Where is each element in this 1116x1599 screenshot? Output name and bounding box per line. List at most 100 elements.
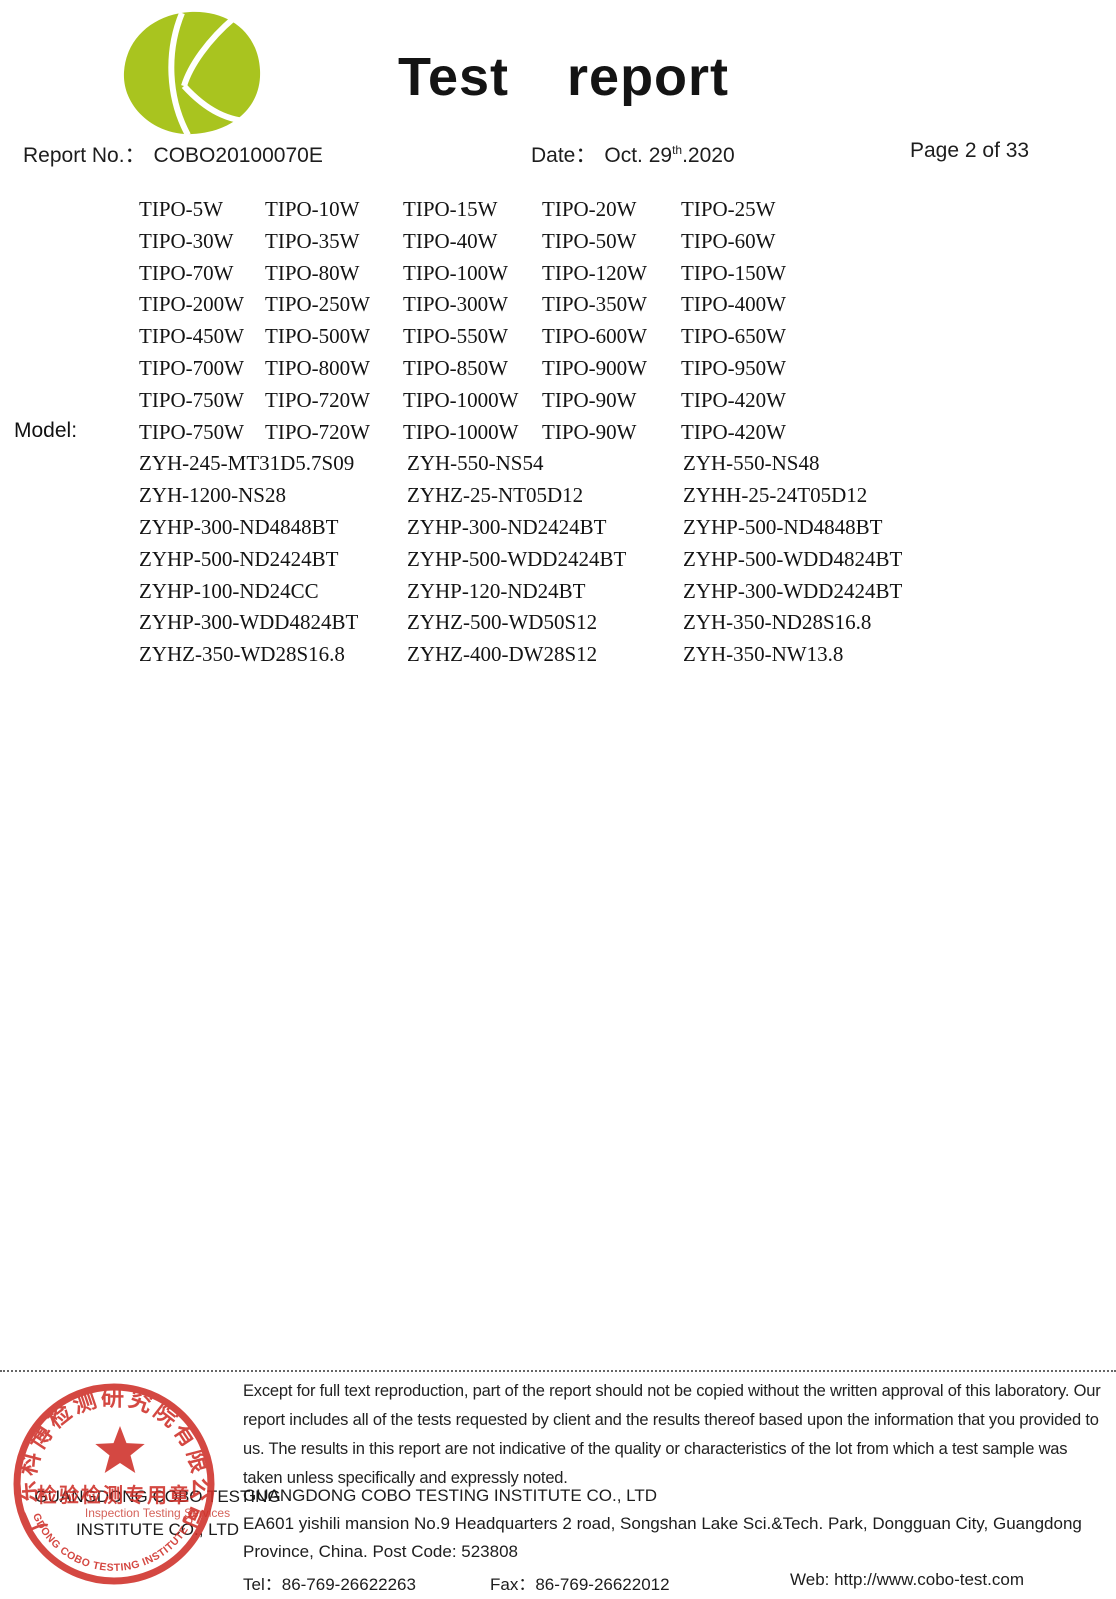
model-number: TIPO-950W: [681, 356, 786, 380]
contact-row: Tel：86-769-26622263 Fax：86-769-26622012 …: [0, 1570, 1116, 1594]
model-number: TIPO-5W: [139, 197, 223, 221]
model-number: TIPO-250W: [265, 292, 370, 317]
model-row: ZYHP-500-ND2424BT ZYHP-500-WDD2424BT ZYHP-…: [0, 547, 1116, 579]
model-number: TIPO-40W: [403, 228, 498, 253]
model-number: ZYH-245-MT31D5.7S09: [139, 451, 355, 476]
model-number: TIPO-720W: [265, 387, 370, 412]
address-line-2: Province, China. Post Code: 523808: [243, 1542, 519, 1561]
model-number: TIPO-60W: [681, 228, 776, 253]
model-number: ZYHP-120-ND24BT: [407, 578, 586, 603]
model-number: TIPO-700W: [139, 356, 244, 380]
model-number: TIPO-35W: [265, 228, 360, 253]
model-row: ZYHP-300-ND4848BT ZYHP-300-ND2424BT ZYHP-5…: [0, 515, 1116, 547]
model-number: TIPO-650W: [681, 324, 786, 349]
model-row: ZYHP-300-WDD4824BT ZYHZ-500-WD50S12 ZYH-35…: [0, 610, 1116, 642]
model-number: TIPO-120W: [542, 260, 647, 285]
model-number: TIPO-420W: [681, 419, 786, 444]
seal-underlay-faint-line: Inspection Testing Services: [84, 1506, 231, 1520]
model-number: TIPO-1000W: [403, 419, 519, 444]
model-number: ZYHP-300-ND2424BT: [407, 515, 607, 539]
model-row: ZYHP-100-ND24CC ZYHP-120-ND24BT ZYHP-300-W…: [0, 579, 1116, 611]
model-number: ZYHH-25-24T05D12: [683, 483, 868, 508]
model-number: TIPO-750W: [139, 387, 244, 412]
report-number-line: Report No.： COBO20100070E: [23, 139, 323, 169]
model-number: TIPO-1000W: [403, 387, 519, 412]
tel-label: Tel：: [243, 1575, 282, 1594]
model-number: TIPO-600W: [542, 324, 647, 349]
model-number: ZYHP-500-WDD2424BT: [407, 546, 627, 571]
address-line-1: EA601 yishili mansion No.9 Headquarters …: [243, 1514, 1082, 1533]
company-seal: 广东科博检测研究院有限公司 检验检测专用章 GUANGDONG COBO TES…: [3, 1381, 215, 1585]
fax-value: 86-769-26622012: [535, 1575, 670, 1594]
model-number: TIPO-30W: [139, 228, 234, 253]
web-label: Web:: [790, 1570, 835, 1589]
report-number-value: COBO20100070E: [153, 144, 323, 167]
seal-star-icon: [95, 1426, 145, 1473]
model-row: TIPO-450W TIPO-500W TIPO-550W TIPO-600W TIPO…: [0, 324, 1116, 356]
model-number: ZYH-550-NS54: [407, 451, 544, 476]
model-number: TIPO-10W: [265, 197, 360, 221]
page-title: Test report: [398, 47, 730, 107]
date-ordinal: th: [672, 143, 683, 157]
model-number: TIPO-15W: [403, 197, 498, 221]
date-year: .2020: [682, 144, 735, 167]
web-value: http://www.cobo-test.com: [834, 1570, 1024, 1589]
model-number: ZYHP-500-ND4848BT: [683, 515, 883, 539]
model-label: Model:: [14, 419, 78, 442]
model-number: TIPO-900W: [542, 356, 647, 380]
model-number: TIPO-200W: [139, 292, 244, 317]
model-number: TIPO-500W: [265, 324, 370, 349]
model-number: TIPO-400W: [681, 292, 786, 317]
model-number: TIPO-420W: [681, 387, 786, 412]
report-date-value: Oct. 29th.2020: [604, 143, 735, 167]
model-row: ZYHZ-350-WD28S16.8 ZYHZ-400-DW28S12 ZYH-35…: [0, 642, 1116, 674]
model-number: TIPO-450W: [139, 324, 244, 349]
model-number: ZYHZ-400-DW28S12: [407, 642, 598, 667]
model-number: ZYH-550-NS48: [683, 451, 820, 476]
model-number: ZYHP-300-WDD2424BT: [683, 578, 903, 603]
fax-line: Fax：86-769-26622012: [490, 1570, 670, 1595]
cobo-logo-icon: [123, 11, 261, 136]
seal-underlay-line-1: GUANGDONG COBO TESTING: [34, 1487, 281, 1506]
model-row: ZYH-245-MT31D5.7S09 ZYH-550-NS54 ZYH-550-N…: [0, 451, 1116, 483]
model-row: TIPO-70W TIPO-80W TIPO-100W TIPO-120W TIPO-1…: [0, 261, 1116, 293]
tel-value: 86-769-26622263: [281, 1575, 416, 1594]
page-indicator: Page 2 of 33: [910, 139, 1030, 162]
seal-ring: [13, 1383, 215, 1585]
model-row: TIPO-5W TIPO-10W TIPO-15W TIPO-20W TIPO-25W: [0, 197, 1116, 229]
model-number: ZYHP-300-WDD4824BT: [139, 610, 359, 635]
model-row: TIPO-30W TIPO-35W TIPO-40W TIPO-50W TIPO-60W: [0, 229, 1116, 261]
model-number: ZYH-350-NW13.8: [683, 642, 844, 667]
model-number: TIPO-550W: [403, 324, 508, 349]
model-row: TIPO-750W TIPO-720W TIPO-1000W TIPO-90W TIPO…: [0, 420, 1116, 452]
report-date-label: Date：: [531, 144, 597, 167]
model-number: TIPO-850W: [403, 356, 508, 380]
tel-line: Tel：86-769-26622263: [243, 1570, 416, 1595]
report-date-line: Date： Oct. 29th.2020: [531, 139, 735, 169]
company-name: GUANGDONG COBO TESTING INSTITUTE CO., LT…: [243, 1486, 658, 1505]
model-number: ZYHP-500-WDD4824BT: [683, 546, 903, 571]
model-number: TIPO-50W: [542, 228, 637, 253]
model-number: TIPO-720W: [265, 419, 370, 444]
model-number: ZYHZ-25-NT05D12: [407, 483, 584, 508]
model-row: ZYH-1200-NS28 ZYHZ-25-NT05D12 ZYHH-25-24T0…: [0, 483, 1116, 515]
model-number: TIPO-90W: [542, 419, 637, 444]
footer-divider: [0, 1370, 1116, 1372]
model-number: TIPO-100W: [403, 260, 508, 285]
date-day: Oct. 29: [604, 144, 673, 167]
model-number: ZYHP-500-ND2424BT: [139, 546, 339, 571]
model-number: TIPO-750W: [139, 419, 244, 444]
report-number-label: Report No.：: [23, 144, 146, 167]
model-number: TIPO-300W: [403, 292, 508, 317]
model-number: TIPO-90W: [542, 387, 637, 412]
model-number: ZYHP-300-ND4848BT: [139, 515, 339, 539]
model-number: TIPO-20W: [542, 197, 637, 221]
model-row: TIPO-700W TIPO-800W TIPO-850W TIPO-900W TIPO…: [0, 356, 1116, 388]
model-number: ZYHP-100-ND24CC: [139, 578, 319, 603]
disclaimer-text: Except for full text reproduction, part …: [243, 1382, 1101, 1487]
model-number: ZYHZ-350-WD28S16.8: [139, 642, 345, 667]
model-row: TIPO-200W TIPO-250W TIPO-300W TIPO-350W TIPO…: [0, 292, 1116, 324]
model-number: TIPO-25W: [681, 197, 776, 221]
